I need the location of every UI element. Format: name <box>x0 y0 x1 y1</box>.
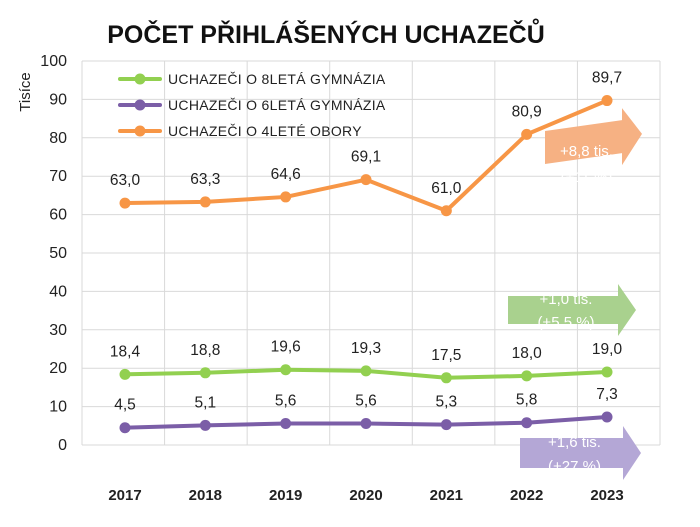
x-tick-label: 2022 <box>510 487 543 504</box>
x-tick-label: 2018 <box>189 487 222 504</box>
series-lines <box>119 95 613 434</box>
x-axis-ticks: 2017 2018 2019 2020 2021 2022 2023 <box>108 487 623 504</box>
data-point <box>601 95 613 107</box>
y-tick-label: 50 <box>49 245 67 262</box>
data-point <box>199 419 211 431</box>
legend-label: UCHAZEČI O 8LETÁ GYMNÁZIA <box>168 71 386 87</box>
y-axis-ticks: 0 10 20 30 40 50 60 70 80 90 100 <box>40 53 67 454</box>
y-axis-label: Tisíce <box>17 72 34 111</box>
legend-label: UCHAZEČI O 6LETÁ GYMNÁZIA <box>168 97 386 113</box>
data-point <box>280 417 292 429</box>
data-point <box>360 417 372 429</box>
change-annotations: +8,8 tis. (+11 %) +1,0 tis. (+5,5 %) +1,6 ti… <box>508 108 642 480</box>
y-tick-label: 70 <box>49 168 67 185</box>
data-point <box>199 367 211 379</box>
legend-swatch-marker <box>134 125 146 137</box>
x-tick-label: 2017 <box>108 487 141 504</box>
data-point <box>199 196 211 208</box>
data-label: 17,5 <box>431 347 461 364</box>
data-point <box>440 372 452 384</box>
y-tick-label: 20 <box>49 360 67 377</box>
legend-swatch-marker <box>134 99 146 111</box>
arrow-label: (+11 %) <box>561 169 613 186</box>
x-tick-label: 2020 <box>349 487 382 504</box>
x-tick-label: 2021 <box>430 487 463 504</box>
data-label: 63,3 <box>190 171 220 188</box>
data-point <box>119 197 131 209</box>
data-point <box>521 370 533 382</box>
change-arrow: +1,6 tis. (+27 %) <box>520 426 641 480</box>
data-point <box>601 366 613 378</box>
data-label: 89,7 <box>592 70 622 87</box>
legend-label: UCHAZEČI O 4LETÉ OBORY <box>168 123 362 139</box>
data-point <box>440 205 452 217</box>
series-1 <box>119 364 613 384</box>
legend-item: UCHAZEČI O 6LETÁ GYMNÁZIA <box>118 97 386 113</box>
data-label: 69,1 <box>351 149 381 166</box>
data-label: 18,0 <box>512 345 543 362</box>
arrow-label: (+5,5 %) <box>537 314 594 331</box>
change-arrow: +8,8 tis. (+11 %) <box>545 108 642 186</box>
y-tick-label: 0 <box>58 437 67 454</box>
change-arrow: +1,0 tis. (+5,5 %) <box>508 284 636 336</box>
data-label: 19,6 <box>271 339 301 356</box>
series-3 <box>119 95 613 217</box>
data-label: 4,5 <box>114 397 136 414</box>
data-point <box>440 419 452 431</box>
data-point <box>360 174 372 186</box>
data-point <box>280 364 292 376</box>
arrow-label: +1,0 tis. <box>540 291 593 308</box>
data-label: 63,0 <box>110 172 141 189</box>
data-point <box>521 128 533 140</box>
data-label: 19,0 <box>592 341 623 358</box>
legend-item: UCHAZEČI O 8LETÁ GYMNÁZIA <box>118 71 386 87</box>
data-label: 7,3 <box>596 386 618 403</box>
data-label: 5,3 <box>436 394 458 411</box>
arrow-shape <box>508 284 636 336</box>
y-tick-label: 60 <box>49 207 67 224</box>
data-label: 64,6 <box>271 166 301 183</box>
data-label: 5,6 <box>355 392 377 409</box>
legend-swatch-marker <box>134 73 146 85</box>
data-label: 5,8 <box>516 392 538 409</box>
y-tick-label: 40 <box>49 283 67 300</box>
data-label: 61,0 <box>431 180 462 197</box>
data-point <box>601 411 613 423</box>
arrow-shape <box>545 108 642 166</box>
arrow-label: (+27 %) <box>548 458 601 475</box>
data-label: 18,4 <box>110 343 141 360</box>
x-tick-label: 2023 <box>590 487 623 504</box>
data-label: 80,9 <box>512 103 542 120</box>
legend-item: UCHAZEČI O 4LETÉ OBORY <box>118 123 362 139</box>
arrow-shape <box>520 426 641 480</box>
chart-title: POČET PŘIHLÁŠENÝCH UCHAZEČŮ <box>107 17 545 49</box>
data-point <box>521 417 533 429</box>
y-tick-label: 80 <box>49 130 67 147</box>
arrow-label: +8,8 tis. <box>560 143 613 160</box>
data-labels: 18,4 18,8 19,6 19,3 17,5 18,0 19,0 4,5 5,1 5,6 5,6… <box>110 70 623 414</box>
y-tick-label: 100 <box>40 53 67 70</box>
y-tick-label: 10 <box>49 399 67 416</box>
data-point <box>360 365 372 377</box>
y-tick-label: 30 <box>49 322 67 339</box>
y-tick-label: 90 <box>49 91 67 108</box>
x-tick-label: 2019 <box>269 487 302 504</box>
data-label: 5,1 <box>195 394 217 411</box>
data-label: 5,6 <box>275 392 297 409</box>
data-label: 19,3 <box>351 340 381 357</box>
data-point <box>119 368 131 380</box>
series-2 <box>119 411 613 434</box>
data-point <box>280 191 292 203</box>
arrow-label: +1,6 tis. <box>548 434 601 451</box>
data-point <box>119 422 131 434</box>
gridlines <box>81 60 661 446</box>
legend: UCHAZEČI O 8LETÁ GYMNÁZIA UCHAZEČI O 6LET… <box>118 71 386 139</box>
data-label: 18,8 <box>190 342 220 359</box>
